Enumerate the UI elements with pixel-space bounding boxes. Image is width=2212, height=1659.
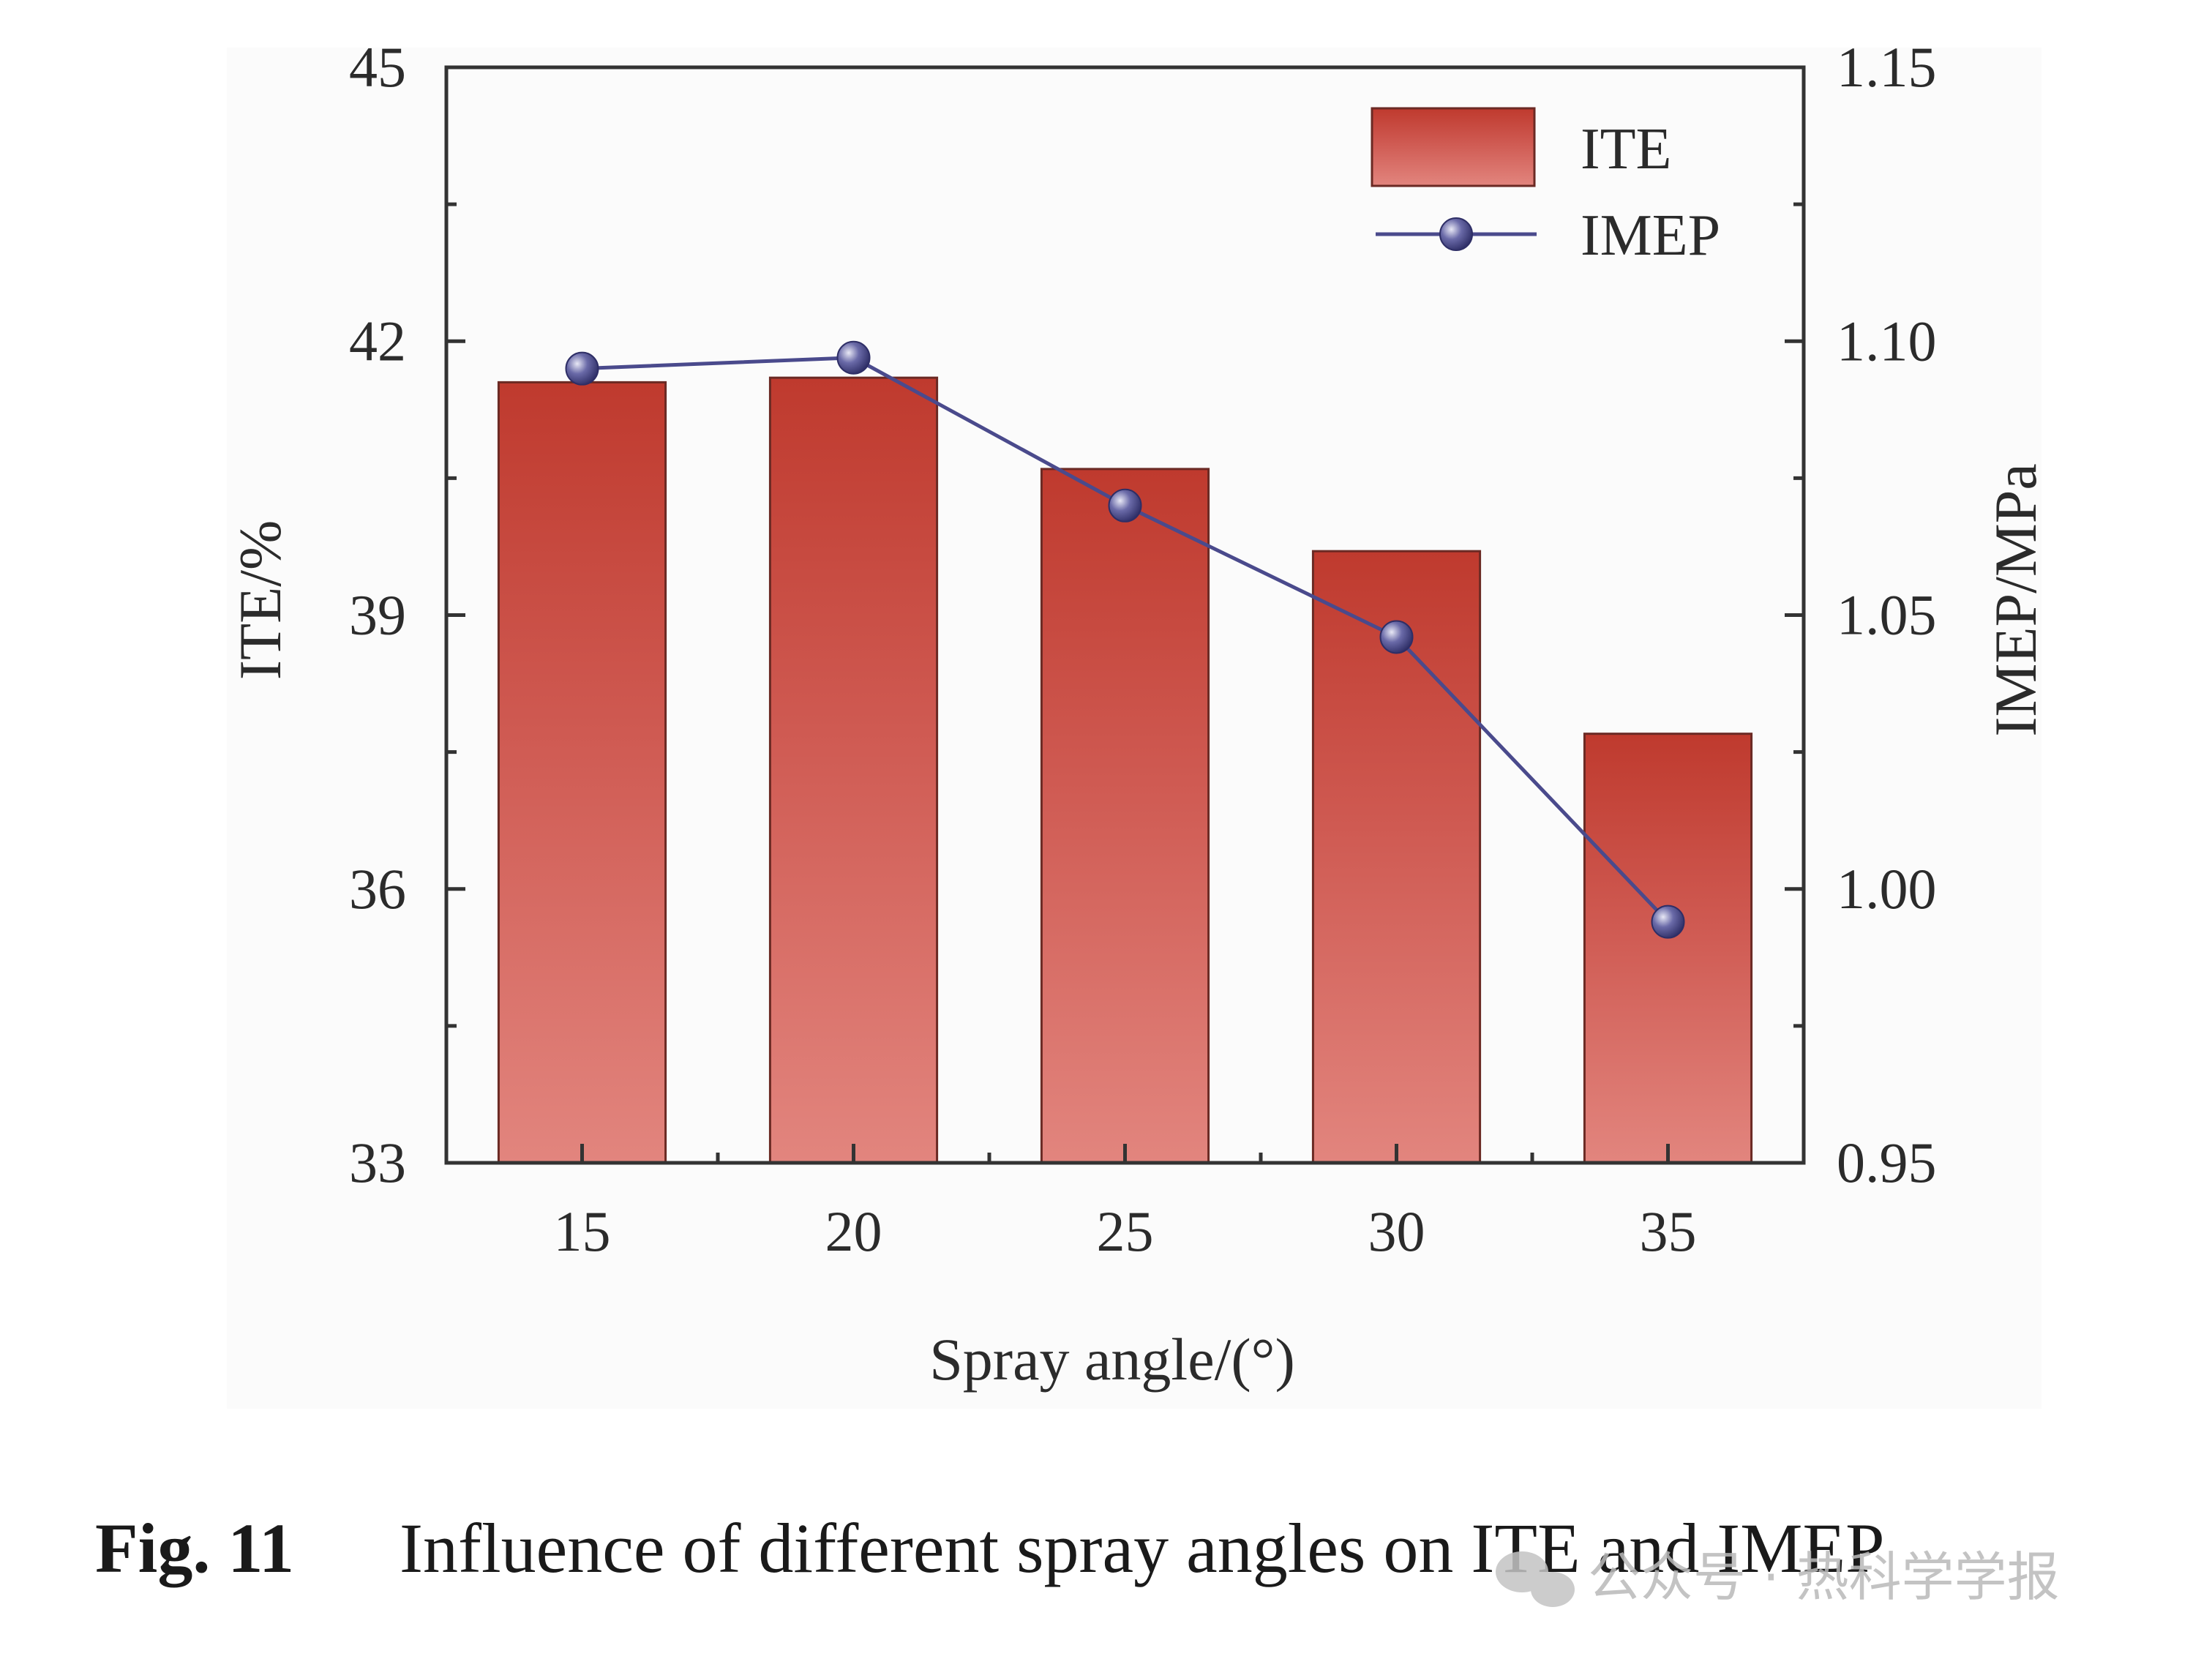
y-tick-label: 36 bbox=[349, 857, 406, 921]
y-tick-label: 45 bbox=[349, 35, 406, 99]
y2-tick-label: 1.15 bbox=[1837, 35, 1937, 99]
caption-label: Fig. 11 bbox=[95, 1509, 294, 1587]
point-imep-20 bbox=[836, 340, 871, 375]
caption-text: Influence of different spray angles on I… bbox=[400, 1509, 1885, 1587]
bar-ite-20 bbox=[768, 376, 939, 1164]
point-imep-30 bbox=[1379, 620, 1414, 654]
figure-caption: Fig. 11 Influence of different spray ang… bbox=[95, 1509, 1885, 1587]
y2-tick-label: 0.95 bbox=[1837, 1131, 1937, 1194]
point-imep-25 bbox=[1108, 488, 1142, 523]
y-tick-label: 33 bbox=[349, 1131, 406, 1194]
watermark-text: 公众号 · 热科学学报 bbox=[1588, 1546, 2060, 1608]
x-tick-label: 15 bbox=[554, 1199, 611, 1263]
y-tick-labels: 33 36 39 42 45 bbox=[349, 35, 406, 1194]
bar-ite-35 bbox=[1583, 733, 1753, 1164]
bar-ite-15 bbox=[497, 381, 667, 1164]
y2-axis-title: IMEP/MPa bbox=[1982, 463, 2049, 737]
legend-ite-swatch bbox=[1371, 107, 1536, 187]
y2-tick-label: 1.05 bbox=[1837, 583, 1937, 647]
y2-tick-label: 1.00 bbox=[1837, 857, 1937, 921]
y-tick-label: 42 bbox=[349, 309, 406, 372]
x-tick-label: 25 bbox=[1097, 1199, 1154, 1263]
x-tick-labels: 15 20 25 30 35 bbox=[554, 1199, 1697, 1263]
x-axis-title: Spray angle/(°) bbox=[929, 1326, 1295, 1393]
point-imep-35 bbox=[1651, 905, 1685, 939]
y-tick-label: 39 bbox=[349, 583, 406, 647]
axis-ticks bbox=[446, 65, 1804, 1165]
x-tick-label: 20 bbox=[825, 1199, 882, 1263]
y2-tick-labels: 0.95 1.00 1.05 1.10 1.15 bbox=[1837, 35, 1937, 1194]
point-imep-15 bbox=[565, 351, 599, 386]
y2-tick-label: 1.10 bbox=[1837, 309, 1937, 372]
legend-imep-label: IMEP bbox=[1581, 203, 1720, 268]
y-axis-title: ITE/% bbox=[227, 520, 293, 681]
legend-imep-marker bbox=[1439, 217, 1473, 251]
legend: ITE IMEP bbox=[1371, 107, 1720, 268]
imep-line-series bbox=[565, 340, 1685, 939]
x-tick-label: 35 bbox=[1640, 1199, 1697, 1263]
x-tick-label: 30 bbox=[1368, 1199, 1425, 1263]
legend-ite-label: ITE bbox=[1581, 117, 1671, 181]
bar-ite-25 bbox=[1040, 468, 1210, 1164]
ite-bars bbox=[497, 376, 1753, 1164]
watermark: 公众号 · 热科学学报 bbox=[1496, 1546, 2060, 1608]
wechat-icon bbox=[1496, 1551, 1575, 1607]
